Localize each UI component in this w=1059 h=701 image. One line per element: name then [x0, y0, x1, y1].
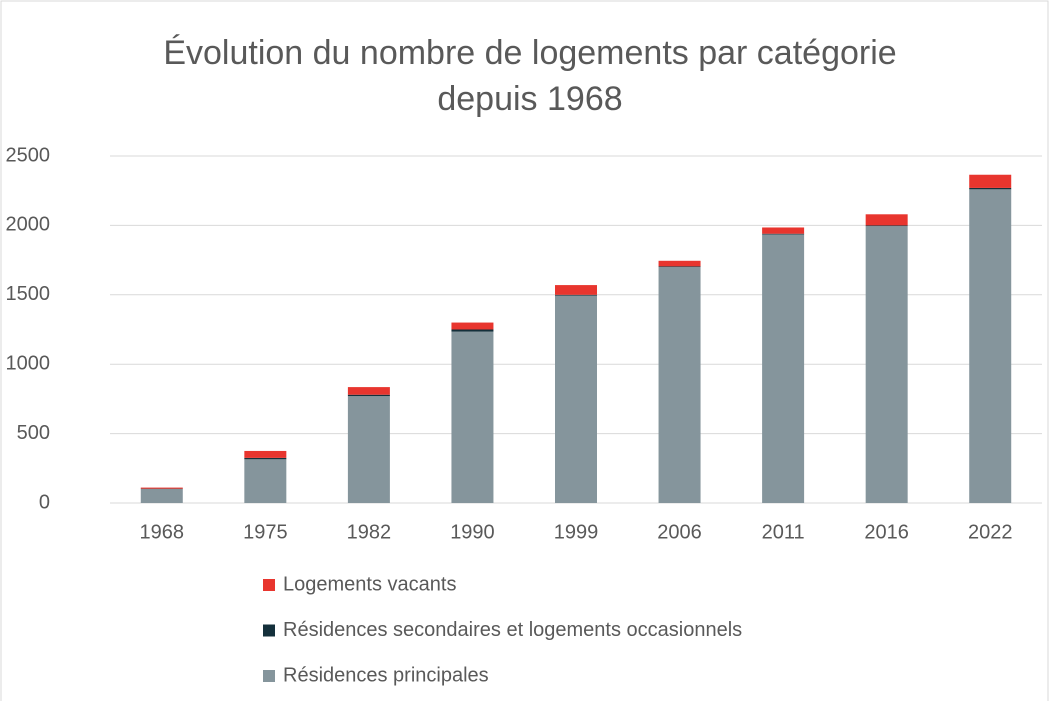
bar-segment — [762, 233, 805, 235]
y-tick-label: 2500 — [6, 144, 51, 166]
y-tick-label: 1000 — [6, 352, 51, 374]
bar-segment — [451, 331, 494, 503]
x-tick-label: 2006 — [657, 521, 702, 543]
legend-label: Résidences secondaires et logements occa… — [283, 619, 742, 641]
bar-segment — [969, 187, 1012, 190]
bar-segment — [555, 294, 597, 296]
bar-segment — [347, 387, 390, 395]
bar-segment — [658, 266, 701, 268]
x-tick-label: 2016 — [864, 521, 909, 543]
bar-segment — [658, 267, 701, 503]
bar-segment — [451, 322, 494, 330]
y-tick-label: 0 — [39, 491, 50, 513]
bar-segment — [969, 174, 1012, 188]
x-tick-label: 1982 — [347, 521, 392, 543]
bar-segment — [865, 226, 908, 503]
y-tick-label: 500 — [17, 422, 50, 444]
legend-swatch — [263, 579, 275, 591]
bar-segment — [140, 489, 183, 503]
legend-swatch — [263, 624, 275, 637]
y-tick-label: 2000 — [6, 214, 51, 236]
x-tick-label: 1990 — [450, 521, 495, 543]
x-tick-label: 1975 — [243, 521, 288, 543]
bar-segment — [244, 457, 287, 460]
bar-segment — [969, 189, 1012, 503]
legend-label: Logements vacants — [283, 573, 456, 595]
x-tick-label: 1968 — [140, 521, 185, 543]
bar-segment — [140, 487, 183, 489]
legend-label: Résidences principales — [283, 664, 489, 686]
bar-segment — [347, 394, 390, 397]
bar-segment — [347, 396, 390, 503]
chart-title: Évolution du nombre de logements par cat… — [163, 34, 897, 118]
bar-segment — [451, 329, 494, 332]
bar-segment — [244, 450, 287, 458]
y-tick-label: 1500 — [6, 283, 51, 305]
bar-segment — [762, 234, 805, 503]
bar-segment — [555, 295, 597, 503]
legend-swatch — [263, 670, 275, 682]
bar-segment — [555, 285, 597, 295]
bar-segment — [865, 225, 908, 227]
bar-segment — [658, 260, 701, 267]
bar-segment — [865, 214, 908, 226]
bar-segment — [762, 227, 805, 234]
bar-segment — [244, 459, 287, 503]
x-tick-label: 2022 — [968, 521, 1013, 543]
x-tick-label: 2011 — [762, 521, 805, 543]
x-tick-label: 1999 — [554, 521, 599, 543]
